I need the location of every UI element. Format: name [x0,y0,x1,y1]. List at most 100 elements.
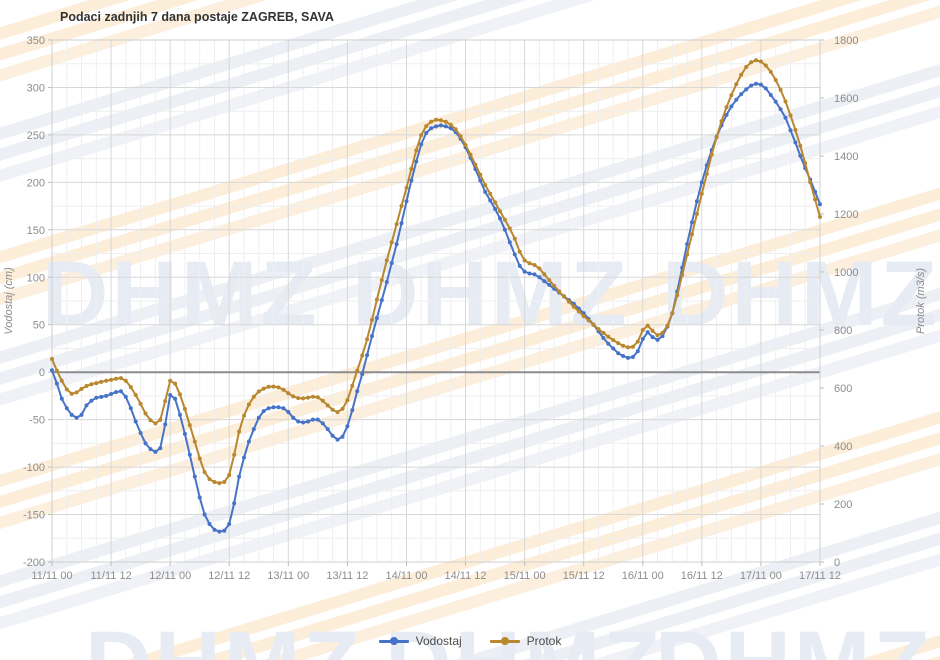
data-point-vodostaj [286,410,291,414]
data-point-protok [458,134,463,139]
data-point-vodostaj [237,474,242,479]
data-point-vodostaj [399,221,404,226]
data-point-vodostaj [488,198,493,203]
data-point-vodostaj [232,501,237,506]
data-point-vodostaj [207,522,212,526]
data-point-vodostaj [355,389,360,394]
data-point-protok [660,330,665,335]
data-point-protok [665,323,670,328]
data-point-protok [630,344,635,349]
data-point-protok [719,119,724,124]
data-point-vodostaj [291,415,296,420]
data-point-protok [281,387,286,392]
data-point-protok [483,183,488,187]
data-point-vodostaj [251,427,256,432]
data-point-vodostaj [389,261,394,265]
data-point-protok [54,368,59,373]
data-point-protok [655,333,660,338]
data-point-protok [606,334,611,339]
data-point-protok [350,383,355,388]
data-point-vodostaj [197,495,202,500]
data-point-vodostaj [217,529,222,534]
vodostaj-line-marker-icon [378,637,409,645]
data-point-protok [576,309,581,314]
data-point-vodostaj [655,337,660,342]
data-point-vodostaj [734,97,739,102]
x-tick-label: 15/11 00 [504,570,546,582]
data-point-vodostaj [522,269,527,274]
data-point-protok [542,272,547,277]
data-point-vodostaj [99,394,104,399]
data-point-protok [379,278,384,283]
y-right-tick-label: 1400 [834,151,858,163]
data-point-protok [488,191,493,196]
data-point-protok [182,406,187,411]
y-left-tick-label: 250 [27,130,45,142]
data-point-protok [50,357,54,361]
data-point-vodostaj [104,393,109,398]
data-point-protok [306,395,310,400]
data-point-protok [596,327,601,332]
y-right-tick-label: 600 [834,383,852,395]
data-point-vodostaj [763,86,768,91]
x-tick-label: 13/11 00 [267,570,309,582]
data-point-protok [803,161,808,166]
legend-item-vodostaj[interactable]: Vodostaj [378,634,462,648]
data-point-protok [409,166,414,171]
data-point-vodostaj [409,178,414,183]
data-point-protok [557,289,562,294]
data-point-vodostaj [635,349,640,354]
data-point-protok [384,258,389,263]
data-point-protok [793,127,798,132]
data-point-vodostaj [187,452,192,457]
y-left-tick-label: -50 [29,415,45,427]
data-point-vodostaj [699,180,704,185]
x-tick-label: 12/11 00 [149,570,191,582]
data-point-protok [79,386,84,391]
data-point-protok [123,378,128,383]
y-left-tick-label: -100 [23,462,45,474]
data-point-vodostaj [192,474,197,479]
data-point-vodostaj [532,272,537,277]
data-point-vodostaj [419,142,424,147]
data-point-protok [640,328,645,332]
y-right-tick-label: 400 [834,441,852,453]
data-point-vodostaj [483,189,488,194]
data-point-protok [291,394,296,399]
y-left-tick-label: -200 [23,557,45,569]
data-point-vodostaj [542,279,547,284]
data-point-protok [345,398,350,403]
x-tick-label: 13/11 12 [326,570,368,582]
data-point-protok [301,396,306,401]
data-point-protok [399,203,404,208]
data-point-vodostaj [178,412,182,417]
data-point-vodostaj [163,422,168,427]
data-point-protok [340,406,345,411]
data-point-protok [591,322,596,327]
data-point-protok [222,480,227,484]
x-tick-label: 16/11 00 [622,570,664,582]
data-point-vodostaj [517,263,522,268]
data-point-protok [443,119,448,124]
data-point-protok [453,127,458,132]
y-left-tick-label: 150 [27,225,45,237]
data-point-vodostaj [143,441,148,446]
data-point-vodostaj [379,298,384,303]
data-point-vodostaj [611,346,616,351]
plot-border [51,39,821,563]
y-right-tick-label: 200 [834,499,852,511]
data-point-protok [187,423,192,428]
data-point-protok [714,135,719,140]
data-point-vodostaj [276,405,281,410]
data-point-vodostaj [502,227,507,232]
data-point-protok [153,421,158,426]
data-point-protok [207,477,212,482]
data-point-protok [744,65,749,69]
legend-item-protok[interactable]: Protok [489,634,561,648]
data-point-protok [325,403,330,408]
data-point-vodostaj [370,334,374,339]
data-point-protok [163,399,168,404]
data-point-vodostaj [69,412,74,417]
data-point-vodostaj [315,417,320,422]
data-point-vodostaj [443,124,448,129]
